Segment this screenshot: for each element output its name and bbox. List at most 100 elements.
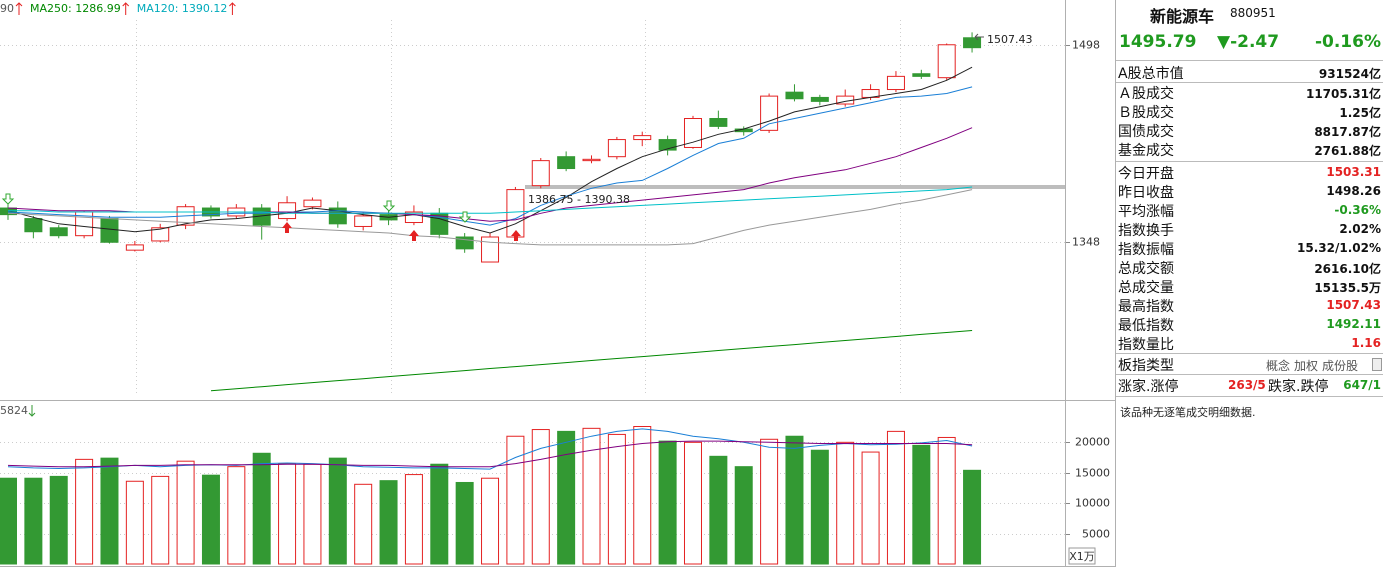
candle-body bbox=[912, 73, 931, 77]
stat-value: 1507.43 bbox=[1326, 298, 1381, 312]
volume-bar bbox=[303, 463, 322, 565]
volume-bar bbox=[354, 483, 373, 565]
volume-bar bbox=[506, 435, 525, 565]
candle-body bbox=[100, 218, 119, 243]
ma-line bbox=[7, 127, 973, 222]
range-label: 1386.75 - 1390.38 bbox=[528, 193, 630, 206]
board-tag[interactable]: 加权 bbox=[1294, 359, 1319, 373]
volume-label: 5824 bbox=[0, 404, 28, 417]
candle-body bbox=[24, 218, 43, 233]
stat-value: 8817.87亿 bbox=[1314, 125, 1381, 139]
sell-arrow bbox=[458, 211, 472, 223]
candle-body bbox=[760, 95, 779, 131]
candle-body bbox=[963, 37, 982, 49]
ma-line bbox=[7, 189, 973, 246]
candle-body bbox=[607, 139, 626, 158]
date-dividers bbox=[136, 20, 901, 395]
stat-value: 15.32/1.02% bbox=[1297, 241, 1381, 255]
volume-bar bbox=[912, 444, 931, 565]
legend-arrow bbox=[122, 2, 130, 15]
price-range-band bbox=[525, 185, 1065, 189]
volume-bar bbox=[734, 466, 753, 565]
candle-body bbox=[810, 96, 829, 102]
stat-label: 总成交量 bbox=[1118, 280, 1174, 296]
stat-label: 平均涨幅 bbox=[1118, 204, 1174, 220]
y-tick-label: 20000 bbox=[1075, 436, 1110, 449]
stat-value: 931524亿 bbox=[1318, 67, 1381, 81]
volume-arrow bbox=[28, 405, 36, 417]
board-tag[interactable]: 成份股 bbox=[1322, 359, 1359, 373]
stat-label: 国债成交 bbox=[1118, 124, 1174, 140]
y-tick-label: 1348 bbox=[1072, 236, 1100, 249]
y-tick-label: 10000 bbox=[1075, 497, 1110, 510]
last-price: 1495.79 bbox=[1119, 32, 1197, 52]
stat-value: 2761.88亿 bbox=[1314, 144, 1381, 158]
ma-line bbox=[7, 440, 973, 468]
volume-bar bbox=[861, 451, 880, 565]
volume-bar bbox=[658, 440, 677, 565]
up-label: 涨家.涨停 bbox=[1118, 379, 1179, 395]
candle-body bbox=[531, 160, 550, 187]
volume-bar bbox=[760, 438, 779, 565]
sell-arrow bbox=[382, 200, 396, 212]
stat-value: 15135.5万 bbox=[1314, 281, 1381, 295]
candle-body bbox=[49, 227, 68, 237]
ma-line bbox=[7, 66, 973, 234]
pct-change: -0.16% bbox=[1314, 32, 1381, 52]
candle-body bbox=[709, 118, 728, 127]
down-label: 跌家.跌停 bbox=[1268, 379, 1329, 395]
ma-line bbox=[7, 86, 973, 226]
volume-bar bbox=[557, 430, 576, 565]
index-name: 新能源车 bbox=[1150, 7, 1215, 26]
candle-body bbox=[785, 91, 804, 100]
stat-label: 指数振幅 bbox=[1118, 242, 1174, 258]
separator bbox=[1116, 60, 1383, 61]
stat-value: 2.02% bbox=[1339, 222, 1381, 236]
stat-value: 1.25亿 bbox=[1339, 106, 1381, 120]
stat-label: Ａ股成交 bbox=[1118, 86, 1174, 102]
chart-area: 1348 1498 5000 10000 15000 20000 90 MA250: 1286… bbox=[0, 0, 1116, 567]
index-code: 880951 bbox=[1230, 6, 1276, 20]
volume-bar bbox=[937, 436, 956, 565]
volume-bar bbox=[607, 433, 626, 565]
candle-body bbox=[404, 211, 423, 224]
candle-body bbox=[506, 189, 525, 238]
volume-bar bbox=[430, 463, 449, 565]
candle-body bbox=[151, 227, 170, 242]
quote-panel: 新能源车 880951 1495.79 ▼-2.47 -0.16% A股总市值 931524… bbox=[1116, 0, 1383, 567]
candle-body bbox=[125, 244, 144, 251]
high-marker bbox=[974, 33, 984, 41]
ma-line bbox=[7, 428, 973, 470]
y-tick-label: 15000 bbox=[1075, 467, 1110, 480]
volume-bar bbox=[709, 455, 728, 565]
stat-label: 指数换手 bbox=[1118, 223, 1174, 239]
volume-bar bbox=[125, 480, 144, 565]
price-change: ▼-2.47 bbox=[1217, 32, 1280, 52]
separator bbox=[1116, 353, 1383, 354]
stat-label: 最低指数 bbox=[1118, 318, 1174, 334]
candle-body bbox=[303, 199, 322, 208]
board-tag[interactable]: 概念 bbox=[1266, 359, 1291, 373]
candle-body bbox=[683, 118, 702, 148]
stat-value: 1492.11 bbox=[1326, 317, 1381, 331]
stat-value: 1503.31 bbox=[1326, 165, 1381, 179]
buy-arrow bbox=[511, 230, 521, 241]
volume-bar bbox=[963, 469, 982, 565]
volume-bar bbox=[227, 466, 246, 565]
stat-value: 2616.10亿 bbox=[1314, 262, 1381, 276]
volume-bar bbox=[24, 477, 43, 565]
stat-value: 1.16 bbox=[1351, 336, 1381, 350]
legend-entry: 90 bbox=[0, 2, 14, 15]
board-label: 板指类型 bbox=[1118, 358, 1174, 374]
volume-bar bbox=[810, 449, 829, 565]
volume-bar bbox=[404, 474, 423, 565]
volume-bar bbox=[531, 429, 550, 565]
stat-value: 1498.26 bbox=[1326, 184, 1381, 198]
volume-bar bbox=[75, 458, 94, 565]
stat-label: 总成交额 bbox=[1118, 261, 1174, 277]
stat-label: 昨日收盘 bbox=[1118, 185, 1174, 201]
volume-bar bbox=[582, 427, 601, 565]
volume-bar bbox=[201, 474, 220, 565]
volume-bar bbox=[151, 475, 170, 565]
legend-entry: MA250: 1286.99 bbox=[30, 2, 121, 15]
